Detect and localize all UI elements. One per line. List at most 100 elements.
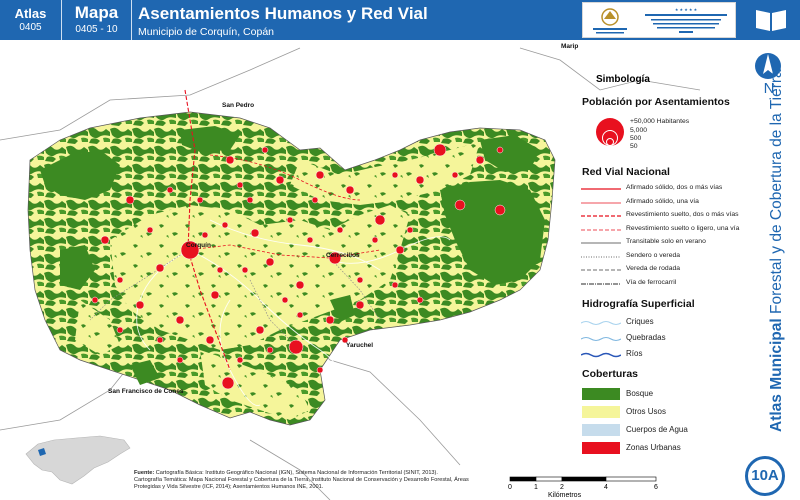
settlement-point [355, 300, 365, 310]
settlement-point [180, 240, 200, 260]
road-legend-symbol [581, 215, 621, 217]
map-source: Fuente: Cartografía Básica: Instituto Ge… [134, 470, 494, 491]
road-legend-symbol [581, 282, 621, 285]
scale-bar: 0 1 2 4 6 Kilómetros [506, 476, 666, 500]
hydro-legend-label: Quebradas [626, 333, 666, 342]
north-arrow-icon [755, 53, 781, 79]
map-canvas [0, 47, 701, 500]
settlement-point [371, 236, 379, 244]
scale-segment [605, 476, 657, 482]
settlement-point [296, 311, 304, 319]
settlement-point [196, 196, 204, 204]
road-legend-label: Sendero o vereda [626, 251, 681, 259]
settlement-point [496, 146, 504, 154]
cover-legend-swatch [582, 406, 620, 418]
settlement-point [266, 346, 274, 354]
settlement-point [325, 315, 335, 325]
settlement-point [261, 146, 269, 154]
cover-legend-label: Zonas Urbanas [626, 443, 681, 452]
settlement-point [316, 366, 324, 374]
settlement-point [275, 175, 285, 185]
book-icon [756, 10, 786, 31]
honduras-seal-logo [593, 8, 627, 34]
settlement-point [116, 326, 124, 334]
settlement-point [221, 221, 229, 229]
hydro-legend-symbol [581, 336, 621, 342]
settlement-point [286, 216, 294, 224]
place-label-marip: Marip [561, 43, 579, 50]
settlement-point [246, 196, 254, 204]
population-class-4: 50 [630, 143, 638, 150]
settlement-point [125, 195, 135, 205]
source-line-2: Cartografía Temática: Mapa Nacional Fore… [134, 477, 469, 490]
atlas-label: Atlas [14, 6, 47, 21]
map-title: Asentamientos Humanos y Red Vial [138, 4, 428, 23]
road-legend-symbol [581, 188, 621, 190]
mapa-block: Mapa 0405 - 10 [62, 0, 132, 40]
honduras-inset-map [25, 435, 131, 485]
settlement-point [406, 226, 414, 234]
place-label-yaruchel: Yaruchel [346, 342, 374, 349]
road-legend-symbol [581, 269, 621, 271]
settlement-point [221, 376, 235, 390]
settlement-point [201, 231, 209, 239]
settlement-point [175, 315, 185, 325]
settlement-point [91, 296, 99, 304]
road-legend-label: Revestimiento suelto, dos o más vías [626, 211, 739, 218]
institution-logos: ★ ★ ★ ★ ★ [582, 2, 736, 38]
settlement-point [475, 155, 485, 165]
cover-legend-swatch [582, 442, 620, 454]
atlas-vertical-title: Atlas Municipal Forestal y de Cobertura … [768, 69, 786, 432]
settlement-point [225, 155, 235, 165]
north-label: N [763, 80, 775, 97]
settlement-point [216, 266, 224, 274]
place-label-ceneritos: Cerrecillos [326, 252, 360, 259]
atlas-block: Atlas 0405 [0, 0, 62, 40]
road-network [89, 89, 381, 371]
road-legend-label: Vereda de rodada [626, 265, 681, 272]
atlas-book-block [742, 0, 800, 40]
settlement-point [356, 276, 364, 284]
population-bubble-small [606, 138, 614, 146]
settlement-point [341, 336, 349, 344]
road-legend-label: Revestimiento suelto o ligero, una vía [626, 224, 740, 232]
legend-roads-heading: Red Vial Nacional [582, 166, 670, 178]
cover-legend-label: Cuerpos de Agua [626, 425, 688, 434]
cover-legend-label: Bosque [626, 389, 654, 398]
hydro-legend-symbol [581, 320, 621, 326]
settlement-point [415, 175, 425, 185]
road-legend-label: Afirmado sólido, dos o más vías [626, 184, 723, 191]
place-label-corquin: Corquín [186, 242, 211, 249]
settlement-point [210, 290, 220, 300]
settlement-point [494, 204, 506, 216]
place-label-san-pedro: San Pedro [222, 102, 255, 109]
mapa-code: 0405 - 10 [75, 24, 118, 35]
settlement-point [255, 325, 265, 335]
settlement-point [155, 263, 165, 273]
settlement-point [236, 181, 244, 189]
settlement-point [236, 356, 244, 364]
place-label-san-francisco: San Francisco de Cones [108, 388, 184, 395]
population-class-3: 500 [630, 135, 642, 142]
vertical-title-bold: Atlas Municipal [768, 318, 785, 432]
scale-segment [561, 476, 607, 482]
cover-legend-swatch [582, 388, 620, 400]
road-legend-symbol [581, 255, 621, 258]
scale-segment [535, 476, 563, 482]
scale-tick-label: 6 [654, 484, 658, 491]
legend-cover-heading: Coberturas [582, 368, 639, 380]
scale-unit-label: Kilómetros [548, 492, 582, 499]
settlement-point [336, 226, 344, 234]
other-uses-zones [75, 142, 480, 420]
hydro-legend-label: Ríos [626, 349, 643, 358]
settlement-point [416, 296, 424, 304]
settlement-point [176, 356, 184, 364]
road-legend-symbol [581, 229, 621, 230]
road-legend-symbol [581, 242, 621, 244]
settlement-point [156, 336, 164, 344]
settlement-point [451, 171, 459, 179]
hydro-legend-label: Criques [626, 317, 654, 326]
vertical-title-rest: Forestal y de Cobertura de la Tierra [768, 69, 785, 319]
settlement-point [250, 228, 260, 238]
settlement-point [391, 281, 399, 289]
